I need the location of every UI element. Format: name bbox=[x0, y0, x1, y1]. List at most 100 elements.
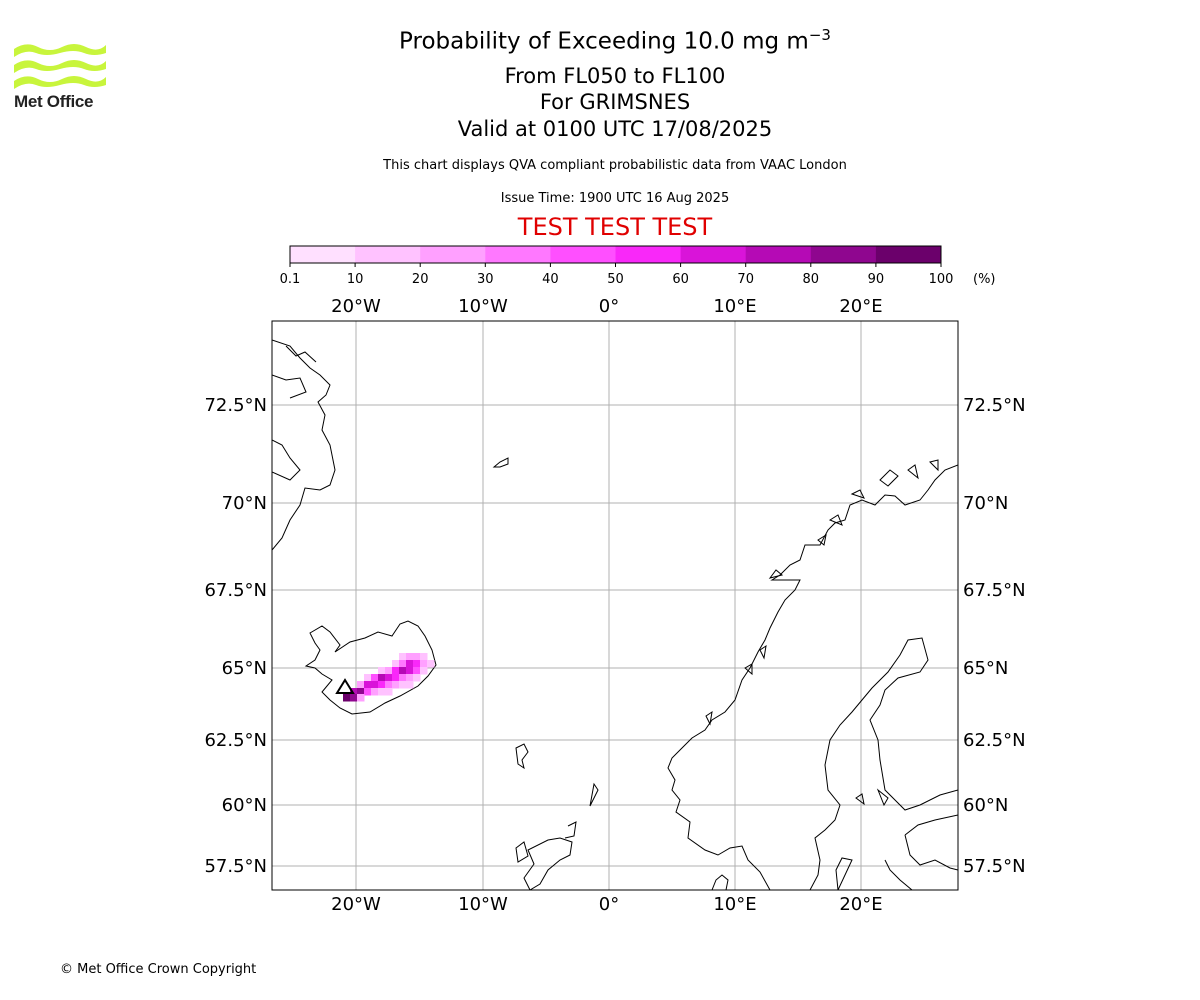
map-gridlines bbox=[272, 321, 958, 890]
probability-cell bbox=[364, 681, 372, 689]
colorbar-tick-label: 20 bbox=[412, 272, 429, 287]
probability-cell bbox=[413, 653, 421, 661]
colorbar-tick-label: 40 bbox=[542, 272, 559, 287]
logo-text: Met Office bbox=[14, 92, 94, 111]
coastline-baltic bbox=[835, 814, 958, 890]
colorbar: 0.1 10 20 30 40 50 60 70 80 90 100 (%) bbox=[280, 245, 996, 287]
latitude-label: 62.5°N bbox=[204, 730, 267, 751]
colorbar-tick-label: 70 bbox=[737, 272, 754, 287]
probability-cell bbox=[357, 688, 365, 696]
copyright: © Met Office Crown Copyright bbox=[60, 962, 257, 977]
probability-cell bbox=[385, 688, 393, 696]
probability-cell bbox=[392, 674, 400, 682]
probability-cell bbox=[371, 674, 379, 682]
probability-cell bbox=[378, 688, 386, 696]
colorbar-segment bbox=[550, 246, 616, 263]
colorbar-segment bbox=[745, 246, 812, 263]
probability-cell bbox=[350, 688, 358, 696]
latitude-label: 60°N bbox=[963, 795, 1008, 816]
colorbar-segment bbox=[355, 246, 421, 263]
colorbar-tick-label: 10 bbox=[347, 272, 364, 287]
latitude-label: 57.5°N bbox=[204, 856, 267, 877]
colorbar-tick-label: 0.1 bbox=[280, 272, 301, 287]
coastline-greenland bbox=[272, 339, 336, 551]
disclaimer-text: This chart displays QVA compliant probab… bbox=[383, 158, 847, 173]
probability-cell bbox=[357, 694, 365, 702]
probability-cell bbox=[406, 681, 414, 689]
met-office-logo bbox=[14, 44, 106, 89]
probability-cell bbox=[406, 674, 414, 682]
latitude-label: 57.5°N bbox=[963, 856, 1026, 877]
title-superscript: −3 bbox=[808, 26, 831, 44]
probability-cell bbox=[392, 660, 400, 668]
title-text: Probability of Exceeding 10.0 mg m bbox=[399, 28, 809, 55]
probability-cell bbox=[399, 667, 407, 675]
longitude-label: 20°W bbox=[331, 894, 381, 915]
colorbar-segment bbox=[485, 246, 551, 263]
probability-cell bbox=[357, 681, 365, 689]
coastline-gotland bbox=[855, 788, 889, 807]
latitude-label: 70°N bbox=[963, 493, 1008, 514]
latitude-label: 62.5°N bbox=[963, 730, 1026, 751]
probability-cell bbox=[427, 660, 435, 668]
probability-cell bbox=[399, 681, 407, 689]
latitude-label: 65°N bbox=[222, 658, 267, 679]
probability-cell bbox=[399, 660, 407, 668]
flight-level-range: From FL050 to FL100 bbox=[504, 64, 726, 88]
probability-cell bbox=[378, 674, 386, 682]
probability-cell bbox=[343, 694, 351, 702]
colorbar-tick-label: 30 bbox=[477, 272, 494, 287]
latitude-label: 70°N bbox=[222, 493, 267, 514]
probability-cell bbox=[420, 660, 428, 668]
latitude-label: 67.5°N bbox=[963, 580, 1026, 601]
probability-cell bbox=[385, 667, 393, 675]
colorbar-tick-label: 100 bbox=[929, 272, 954, 287]
probability-cell bbox=[413, 660, 421, 668]
coastline-iceland bbox=[304, 620, 437, 715]
probability-cell bbox=[413, 667, 421, 675]
probability-cell bbox=[371, 681, 379, 689]
colorbar-segment bbox=[615, 246, 682, 263]
longitude-label: 10°W bbox=[458, 894, 508, 915]
issue-time: Issue Time: 1900 UTC 16 Aug 2025 bbox=[500, 191, 730, 206]
coastlines bbox=[272, 339, 958, 890]
map-frame bbox=[271, 320, 959, 891]
probability-cell bbox=[350, 694, 358, 702]
longitude-label: 10°W bbox=[458, 296, 508, 317]
probability-cell bbox=[364, 688, 372, 696]
probability-cell bbox=[406, 653, 414, 661]
colorbar-unit: (%) bbox=[973, 272, 996, 287]
coastline-scotland bbox=[515, 821, 577, 890]
coastline-shetland bbox=[589, 782, 599, 807]
probability-cell bbox=[399, 653, 407, 661]
longitude-label: 0° bbox=[599, 296, 619, 317]
coastline-denmark bbox=[711, 874, 729, 890]
colorbar-tick-label: 90 bbox=[868, 272, 885, 287]
probability-cell bbox=[385, 674, 393, 682]
coastline-sweden-finland bbox=[809, 637, 958, 890]
latitude-label: 60°N bbox=[222, 795, 267, 816]
coastline-greenland-inlet bbox=[272, 345, 317, 481]
longitude-label: 20°E bbox=[839, 894, 882, 915]
map-axis-labels: 20°W 20°W 10°W 10°W 0° 0° 10°E 10°E 20°E 20°E 72.5… bbox=[204, 296, 1025, 915]
probability-cell bbox=[378, 667, 386, 675]
coastline-norway-sweden bbox=[667, 464, 958, 890]
map-panel: 20°W 20°W 10°W 10°W 0° 0° 10°E 10°E 20°E 20°E 72.5… bbox=[204, 296, 1025, 915]
valid-time: Valid at 0100 UTC 17/08/2025 bbox=[457, 117, 773, 141]
probability-cell bbox=[385, 681, 393, 689]
longitude-label: 10°E bbox=[713, 296, 756, 317]
volcano-name: For GRIMSNES bbox=[539, 90, 691, 114]
latitude-label: 67.5°N bbox=[204, 580, 267, 601]
chart-title: Probability of Exceeding 10.0 mg m−3 bbox=[0, 26, 1200, 55]
probability-cell bbox=[378, 681, 386, 689]
colorbar-tick-label: 80 bbox=[803, 272, 820, 287]
probability-cell bbox=[406, 667, 414, 675]
longitude-label: 20°E bbox=[839, 296, 882, 317]
coastline-jan-mayen bbox=[492, 457, 509, 468]
colorbar-segment bbox=[420, 246, 486, 263]
longitude-label: 10°E bbox=[713, 894, 756, 915]
colorbar-segment bbox=[680, 246, 747, 263]
latitude-label: 72.5°N bbox=[204, 395, 267, 416]
probability-cell bbox=[371, 688, 379, 696]
probability-cell bbox=[413, 674, 421, 682]
